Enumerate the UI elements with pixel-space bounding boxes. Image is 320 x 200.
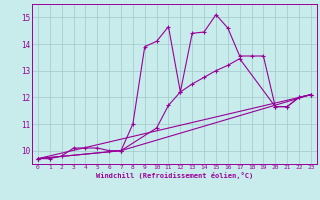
X-axis label: Windchill (Refroidissement éolien,°C): Windchill (Refroidissement éolien,°C) [96, 172, 253, 179]
